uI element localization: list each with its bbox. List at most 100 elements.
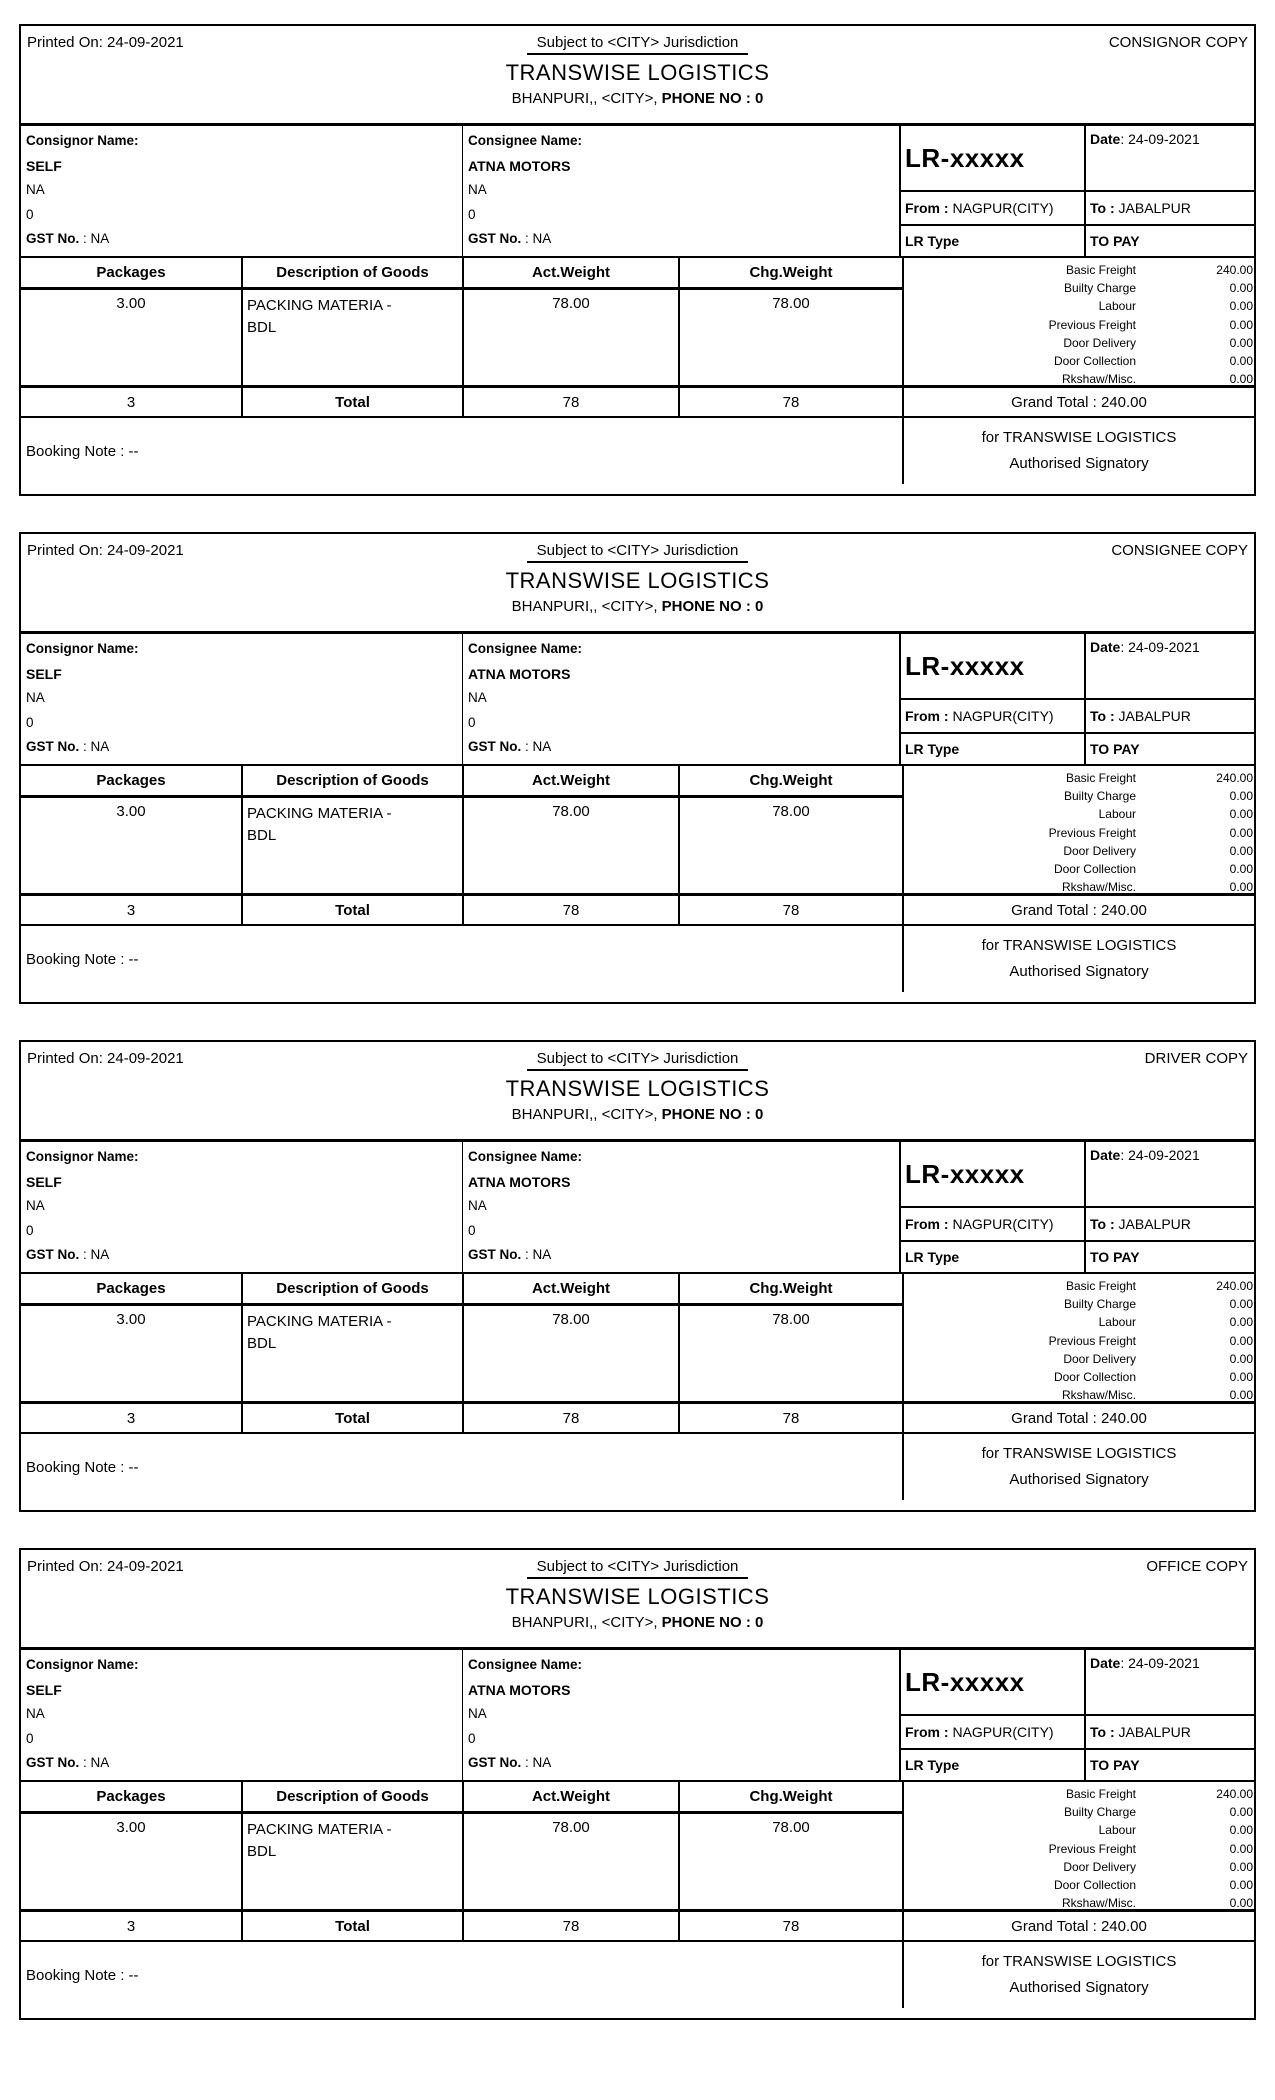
consignor-gst-value: : NA — [79, 739, 110, 754]
copy-header: Printed On: 24-09-2021 Subject to <CITY>… — [21, 534, 1254, 634]
total-chg-weight: 78 — [782, 1409, 800, 1427]
lr-number: LR-xxxxx — [901, 126, 1086, 190]
lr-number: LR-xxxxx — [901, 1142, 1086, 1206]
cell-packages: 3.00 — [21, 1814, 243, 1909]
company-address: BHANPURI,, <CITY>, PHONE NO : 0 — [21, 1106, 1254, 1123]
phone-text: PHONE NO : 0 — [661, 90, 764, 107]
goods-header-row: Packages Description of Goods Act.Weight… — [21, 1274, 902, 1306]
jurisdiction-text: Subject to <CITY> Jurisdiction — [526, 1558, 749, 1579]
totals-row: 3 Total 78 78 Grand Total : 240.00 — [21, 896, 1254, 926]
charge-row-previous-freight: Previous Freight 0.00 — [1048, 317, 1253, 332]
total-act-weight: 78 — [464, 1404, 680, 1432]
consignee-title: Consignee Name: — [468, 1657, 583, 1672]
cell-chg-weight: 78.00 — [772, 295, 810, 312]
col-header-packages: Packages — [21, 766, 243, 795]
charge-row-door-collection: Door Collection 0.00 — [1053, 354, 1253, 369]
charge-row-basic-freight: Basic Freight 240.00 — [1065, 1279, 1253, 1293]
total-label: Total — [243, 388, 464, 416]
consignee-block: Consignee Name: ATNA MOTORS NA 0 GST No.… — [463, 634, 901, 764]
col-header-description: Description of Goods — [243, 258, 464, 287]
lr-box: LR-xxxxx Date: 24-09-2021 From : NAGPUR(… — [901, 1142, 1254, 1272]
charge-row-labour: Labour 0.00 — [1098, 1315, 1253, 1330]
goods-section: Packages Description of Goods Act.Weight… — [21, 258, 1254, 388]
cell-description: PACKING MATERIA - BDL — [243, 798, 464, 893]
booking-note: Booking Note : -- — [26, 442, 139, 460]
charge-row-labour: Labour 0.00 — [1098, 299, 1253, 314]
consignor-gst: GST No. : NA — [26, 735, 457, 760]
parties-section: Consignor Name: SELF NA 0 GST No. : NA C… — [21, 1142, 1254, 1274]
grand-total: Grand Total : 240.00 — [902, 1912, 1254, 1940]
company-name: TRANSWISE LOGISTICS — [505, 60, 770, 85]
company-address: BHANPURI,, <CITY>, PHONE NO : 0 — [21, 598, 1254, 615]
lr-to-value: JABALPUR — [1114, 200, 1191, 216]
consignor-gst-value: : NA — [79, 1755, 110, 1770]
consignor-gst: GST No. : NA — [26, 1243, 457, 1268]
lr-to-value: JABALPUR — [1114, 708, 1191, 724]
grand-total: Grand Total : 240.00 — [902, 1404, 1254, 1432]
total-chg-weight: 78 — [782, 901, 800, 919]
total-label: Total — [243, 1404, 464, 1432]
jurisdiction-wrap: Subject to <CITY> Jurisdiction — [526, 34, 749, 55]
lr-box: LR-xxxxx Date: 24-09-2021 From : NAGPUR(… — [901, 126, 1254, 256]
consignor-line2: 0 — [26, 206, 34, 222]
consignee-gst: GST No. : NA — [468, 1751, 894, 1776]
consignee-gst-value: : NA — [521, 1247, 552, 1262]
consignee-name: ATNA MOTORS — [468, 1173, 571, 1190]
consignee-name: ATNA MOTORS — [468, 1681, 571, 1698]
jurisdiction-wrap: Subject to <CITY> Jurisdiction — [526, 1050, 749, 1071]
lr-date-cell: Date: 24-09-2021 — [1086, 634, 1254, 698]
copy-header: Printed On: 24-09-2021 Subject to <CITY>… — [21, 1550, 1254, 1650]
jurisdiction-wrap: Subject to <CITY> Jurisdiction — [526, 1558, 749, 1579]
signature-company: for TRANSWISE LOGISTICS — [981, 937, 1177, 954]
lr-copy: Printed On: 24-09-2021 Subject to <CITY>… — [19, 1548, 1256, 2020]
jurisdiction-wrap: Subject to <CITY> Jurisdiction — [526, 542, 749, 563]
charge-row-rkshaw-misc: Rkshaw/Misc. 0.00 — [1061, 372, 1253, 387]
booking-note: Booking Note : -- — [26, 950, 139, 968]
cell-packages: 3.00 — [21, 798, 243, 893]
consignee-gst-label: GST No. — [468, 739, 522, 754]
copy-header: Printed On: 24-09-2021 Subject to <CITY>… — [21, 26, 1254, 126]
phone-text: PHONE NO : 0 — [661, 1106, 764, 1123]
address-text: BHANPURI,, <CITY>, — [511, 1106, 662, 1123]
copy-type-label: OFFICE COPY — [1146, 1558, 1249, 1575]
lr-from-value: NAGPUR(CITY) — [948, 200, 1054, 216]
consignor-line2: 0 — [26, 1222, 34, 1238]
cell-act-weight: 78.00 — [464, 1306, 680, 1401]
total-act-weight: 78 — [464, 1912, 680, 1940]
consignor-line1: NA — [26, 1706, 45, 1721]
printed-on-text: Printed On: 24-09-2021 — [27, 1050, 184, 1067]
lr-from-label: From : — [905, 1724, 949, 1740]
cell-chg-weight: 78.00 — [772, 803, 810, 820]
copy-header: Printed On: 24-09-2021 Subject to <CITY>… — [21, 1042, 1254, 1142]
lr-to-value: JABALPUR — [1114, 1216, 1191, 1232]
col-header-description: Description of Goods — [243, 1782, 464, 1811]
company-name: TRANSWISE LOGISTICS — [505, 568, 770, 593]
lr-from-label: From : — [905, 708, 949, 724]
consignee-line2: 0 — [468, 206, 476, 222]
lr-to-value: JABALPUR — [1114, 1724, 1191, 1740]
consignee-gst-value: : NA — [521, 739, 552, 754]
charge-row-builty-charge: Builty Charge 0.00 — [1063, 1297, 1253, 1312]
consignee-gst-value: : NA — [521, 231, 552, 246]
lr-from-label: From : — [905, 200, 949, 216]
consignee-gst: GST No. : NA — [468, 735, 894, 760]
consignor-gst: GST No. : NA — [26, 1751, 457, 1776]
company-name: TRANSWISE LOGISTICS — [505, 1584, 770, 1609]
total-packages: 3 — [21, 1912, 243, 1940]
goods-header-row: Packages Description of Goods Act.Weight… — [21, 1782, 902, 1814]
lr-number: LR-xxxxx — [901, 1650, 1086, 1714]
total-chg-weight: 78 — [782, 393, 800, 411]
cell-packages: 3.00 — [21, 290, 243, 385]
charge-row-rkshaw-misc: Rkshaw/Misc. 0.00 — [1061, 1896, 1253, 1911]
lr-to-cell: To : JABALPUR — [1086, 1716, 1254, 1748]
copy-type-label: CONSIGNOR COPY — [1108, 34, 1249, 51]
lr-from-cell: From : NAGPUR(CITY) — [901, 192, 1086, 224]
consignee-block: Consignee Name: ATNA MOTORS NA 0 GST No.… — [463, 126, 901, 256]
goods-data-row: 3.00 PACKING MATERIA - BDL 78.00 78.00 — [21, 290, 902, 385]
goods-section: Packages Description of Goods Act.Weight… — [21, 1274, 1254, 1404]
lr-type-value: TO PAY — [1090, 741, 1140, 757]
lr-date-value: : 24-09-2021 — [1120, 1147, 1200, 1163]
lr-number: LR-xxxxx — [901, 634, 1086, 698]
signature-company: for TRANSWISE LOGISTICS — [981, 1445, 1177, 1462]
total-act-weight: 78 — [464, 896, 680, 924]
